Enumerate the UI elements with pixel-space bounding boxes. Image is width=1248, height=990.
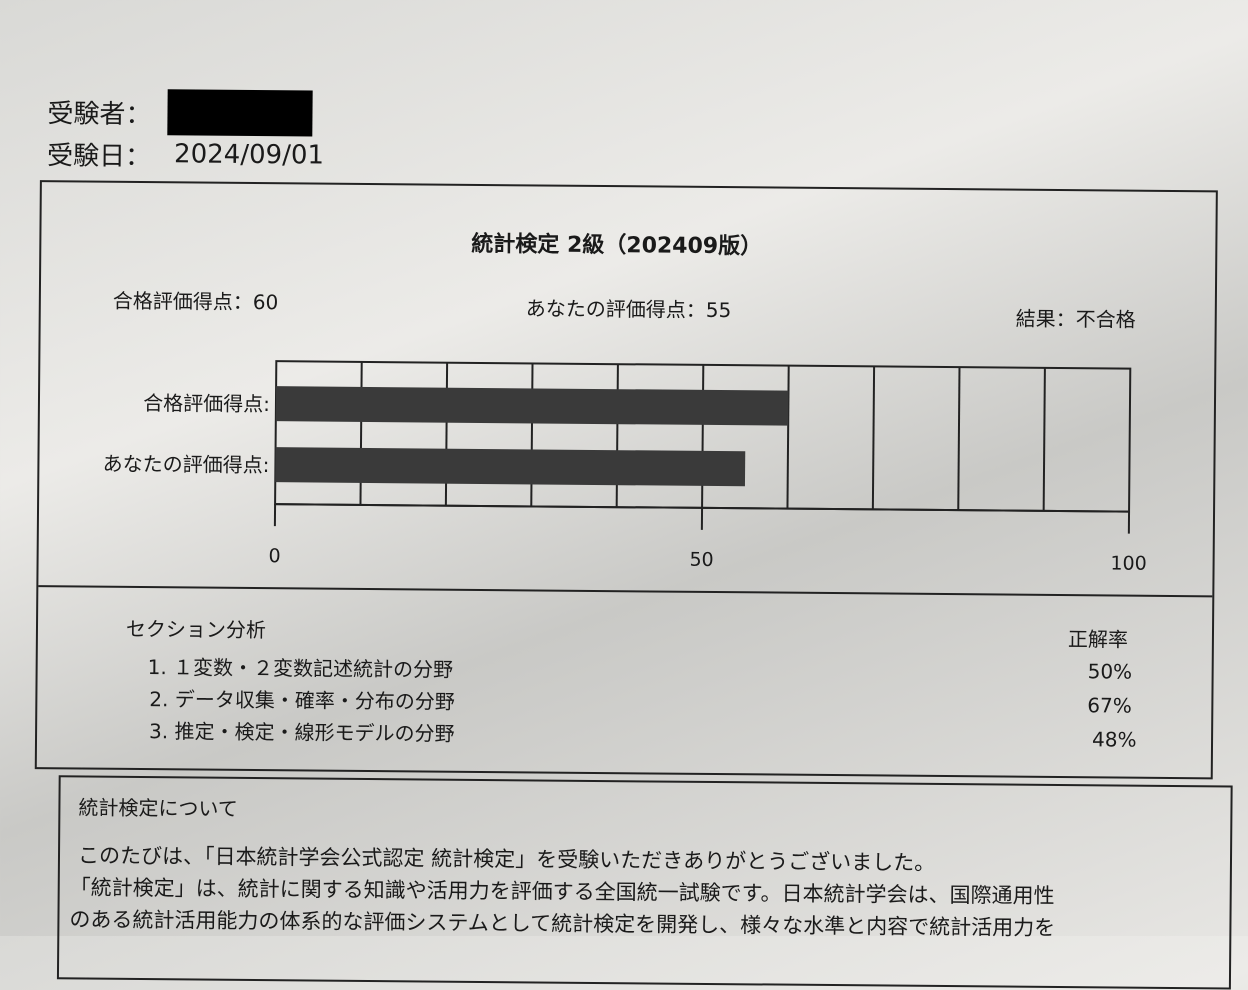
score-report-page: 受験者： 受験日： 2024/09/01 統計検定 2級（202409版） 合格… [0,0,1248,942]
examinee-label: 受験者： [47,93,151,131]
bar-1 [276,386,789,425]
gridline [446,363,447,506]
about-heading: 統計検定について [78,791,238,821]
gridline [1044,368,1045,511]
about-box: 統計検定について このたびは、「日本統計学会公式認定 統計検定」を受験いただきあ… [57,775,1233,989]
section-item-2: 2. データ収集・確率・分布の分野 [149,683,455,715]
gridline [531,363,532,506]
x-tick-label-2: 50 [689,549,713,571]
gridline [360,362,361,505]
score-bar-chart: 合格評価得点: あなたの評価得点: 0 50 100 [38,182,1215,595]
gridline [787,366,788,509]
section-rate-3: 48% [1092,727,1137,751]
category-label-2: あなたの評価得点: [103,452,270,477]
x-tick-label-1: 0 [268,545,280,567]
rate-heading: 正解率 [1068,623,1128,653]
section-heading: セクション分析 [126,613,266,643]
score-box: 統計検定 2級（202409版） 合格評価得点：60 あなたの評価得点：55 結… [35,180,1218,779]
gridline [617,364,618,507]
redacted-name [167,89,312,136]
category-label-1: 合格評価得点: [143,391,270,416]
section-item-3: 3. 推定・検定・線形モデルの分野 [149,715,455,747]
gridline [958,367,959,510]
section-rate-2: 67% [1087,693,1132,717]
exam-date-label: 受験日： [47,135,151,173]
gridline [702,365,703,508]
exam-date: 2024/09/01 [174,139,324,170]
gridline [873,366,874,509]
section-item-1: 1. １変数・２変数記述統計の分野 [148,651,454,683]
x-tick-label-3: 100 [1110,552,1146,574]
section-rate-1: 50% [1088,659,1133,683]
bar-2 [275,447,745,486]
